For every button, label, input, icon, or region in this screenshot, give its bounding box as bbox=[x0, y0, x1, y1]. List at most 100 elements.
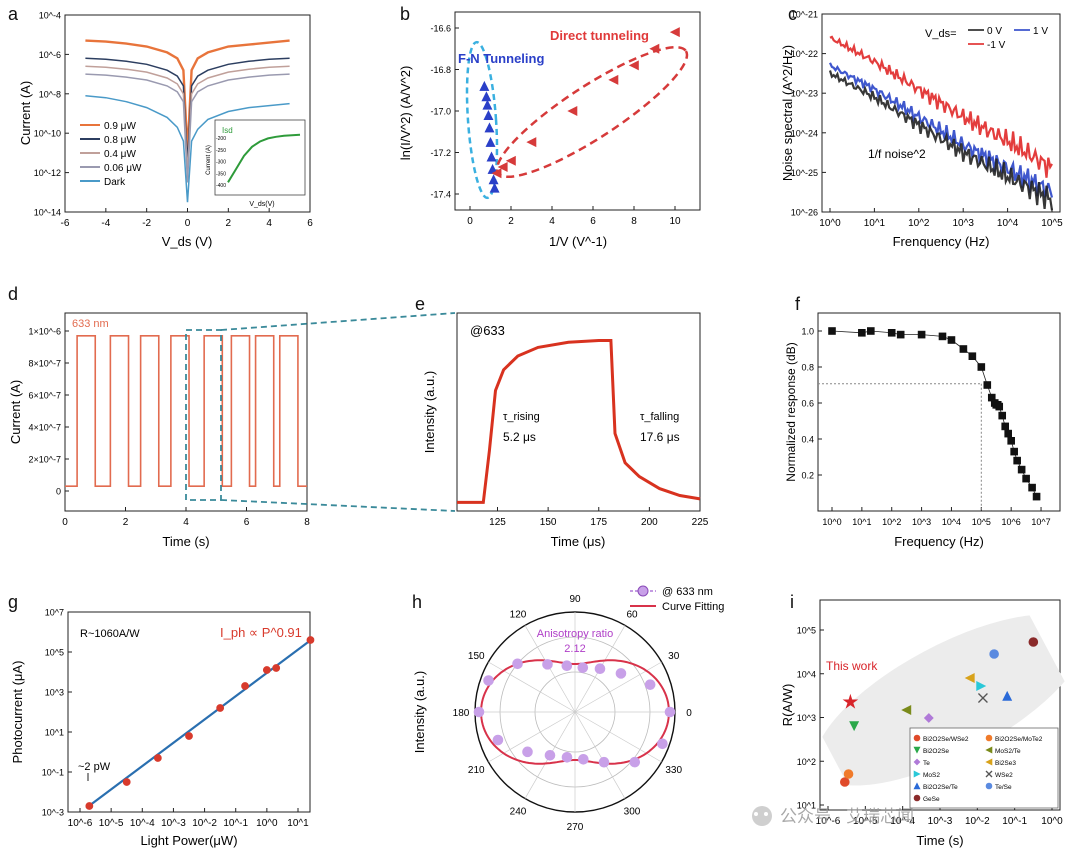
x-tick-label-c: 10^4 bbox=[997, 218, 1019, 229]
annotation-tau-falling: τ_falling bbox=[640, 411, 679, 423]
data-point-b-fn bbox=[483, 109, 494, 120]
polar-angle-label-h: 60 bbox=[626, 609, 638, 620]
annotation-tau-rising-value: 5.2 μs bbox=[503, 430, 536, 444]
data-point-i bbox=[989, 649, 999, 659]
data-point-b-direct bbox=[497, 162, 508, 173]
data-point-b-direct bbox=[567, 106, 578, 116]
data-point-g bbox=[122, 778, 131, 786]
panel-g: g 10^-310^-110^110^310^510^7 10^-6 10^-5 1… bbox=[8, 592, 315, 848]
x-tick-label-a: 4 bbox=[266, 218, 272, 229]
data-point-g bbox=[153, 754, 162, 762]
x-tick-label-a: -4 bbox=[101, 218, 110, 229]
annotation-this-work: This work bbox=[826, 659, 878, 673]
x-tick-label-c: 10^2 bbox=[908, 218, 930, 229]
data-point-f bbox=[1022, 474, 1030, 483]
y-tick-label-b: -16.6 bbox=[430, 24, 451, 34]
legend-label-a: 0.9 μW bbox=[104, 121, 136, 132]
polar-spoke-h bbox=[574, 711, 662, 763]
data-point-b-direct bbox=[669, 27, 680, 38]
legend-label-i: WSe2 bbox=[995, 772, 1013, 779]
y-axis-label-d: Current (A) bbox=[8, 380, 23, 444]
series-line-a bbox=[85, 95, 290, 203]
panel-d: d 0 2×10^-7 4×10^-7 6×10^-7 8×10^-7 1×10^-6 0… bbox=[8, 284, 456, 549]
data-point-b-direct bbox=[505, 155, 516, 166]
data-point-g bbox=[216, 704, 225, 712]
x-tick-label-f: 10^4 bbox=[942, 517, 961, 527]
legend-label-i: MoS2 bbox=[923, 772, 940, 779]
x-tick-label-g: 10^-4 bbox=[130, 818, 155, 829]
inset-y-label-a: Current (A) bbox=[206, 145, 212, 175]
y-tick-label-g: 10^1 bbox=[45, 728, 64, 738]
polar-angle-label-h: 270 bbox=[567, 822, 584, 833]
data-point-b-fn bbox=[486, 151, 497, 162]
data-point-f bbox=[828, 327, 836, 335]
x-tick-label-f: 10^5 bbox=[972, 517, 991, 527]
y-tick-label-c: 10^-22 bbox=[791, 49, 818, 59]
legend-label-fit: Curve Fitting bbox=[662, 601, 724, 613]
inset-y-tick-label-a: -200 bbox=[216, 136, 226, 142]
data-point-h bbox=[492, 734, 504, 746]
legend-label-c: -1 V bbox=[987, 40, 1006, 51]
inset-x-label-a: V_ds(V) bbox=[249, 201, 274, 208]
polar-angle-label-h: 240 bbox=[510, 807, 527, 818]
response-trace-e bbox=[457, 339, 701, 504]
legend-h: @ 633 nm Curve Fitting bbox=[630, 585, 724, 613]
series-line-a bbox=[85, 73, 290, 183]
y-axis-label-g: Photocurrent (μA) bbox=[10, 661, 25, 764]
pulse-trace-d bbox=[65, 335, 307, 487]
x-tick-label-i: 10^-3 bbox=[928, 816, 953, 827]
y-tick-label-c: 10^-25 bbox=[791, 168, 818, 178]
x-tick-label-g: 10^-5 bbox=[99, 818, 124, 829]
x-tick-label-e: 125 bbox=[489, 517, 506, 528]
y-tick-label-c: 10^-21 bbox=[791, 10, 818, 20]
data-point-h bbox=[615, 668, 627, 679]
legend-marker-i bbox=[985, 758, 993, 766]
x-tick-label-g: 10^-1 bbox=[223, 818, 248, 829]
polar-angle-label-h: 30 bbox=[668, 651, 680, 662]
data-point-i bbox=[976, 681, 987, 691]
wechat-icon bbox=[752, 806, 772, 826]
y-tick-labels-f: 0.2 0.4 0.6 0.8 1.0 bbox=[801, 327, 822, 481]
y-tick-label-a: 10^-14 bbox=[34, 208, 61, 218]
legend-label-c: 0 V bbox=[987, 26, 1002, 37]
data-point-f bbox=[959, 345, 968, 353]
data-point-g bbox=[306, 636, 315, 644]
data-point-g bbox=[185, 732, 193, 740]
annotation-tau-falling-value: 17.6 μs bbox=[640, 430, 680, 444]
data-point-h bbox=[657, 738, 668, 750]
x-tick-label-b: 6 bbox=[590, 216, 596, 227]
x-tick-labels-a: -6 -4 -2 0 2 4 6 bbox=[61, 208, 313, 229]
data-point-f bbox=[983, 381, 992, 389]
y-tick-label-d: 4×10^-7 bbox=[29, 423, 62, 433]
data-point-i bbox=[1028, 637, 1039, 647]
watermark: 公众号 · 艾瑞芯闻 bbox=[752, 806, 914, 826]
zoom-connector-bottom bbox=[220, 499, 456, 512]
y-tick-label-c: 10^-26 bbox=[791, 208, 818, 218]
panel-letter-h: h bbox=[412, 592, 422, 612]
data-point-f bbox=[1001, 422, 1010, 431]
legend-label-i: Te bbox=[923, 760, 930, 767]
inset-y-tick-label-a: -250 bbox=[216, 148, 226, 154]
polar-spoke-h bbox=[488, 661, 576, 713]
series-line-c bbox=[828, 70, 1054, 211]
data-point-i-stroke-b bbox=[977, 693, 988, 703]
x-tick-label-f: 10^6 bbox=[1002, 517, 1021, 527]
panel-letter-b: b bbox=[400, 4, 410, 24]
y-axis-label-i: R(A/W) bbox=[780, 684, 795, 727]
legend-marker-i bbox=[985, 734, 993, 742]
y-tick-label-c: 10^-23 bbox=[791, 89, 818, 99]
legend-label-633: @ 633 nm bbox=[662, 586, 713, 598]
x-tick-label-b: 0 bbox=[467, 216, 473, 227]
data-point-h bbox=[561, 660, 573, 672]
panel-e: e 125 150 175 200 225 Intensity (a.u.) Time … bbox=[415, 294, 709, 549]
y-tick-label-d: 2×10^-7 bbox=[29, 455, 62, 465]
legend-marker-i bbox=[913, 758, 921, 766]
series-group-b bbox=[479, 27, 680, 193]
data-point-g bbox=[262, 666, 271, 674]
data-point-i bbox=[901, 705, 912, 715]
annotation-power-law: I_ph ∝ P^0.91 bbox=[220, 625, 302, 640]
series-group-h bbox=[473, 658, 676, 768]
x-axis-label-f: Frequency (Hz) bbox=[894, 534, 984, 549]
data-point-i bbox=[1002, 690, 1013, 701]
